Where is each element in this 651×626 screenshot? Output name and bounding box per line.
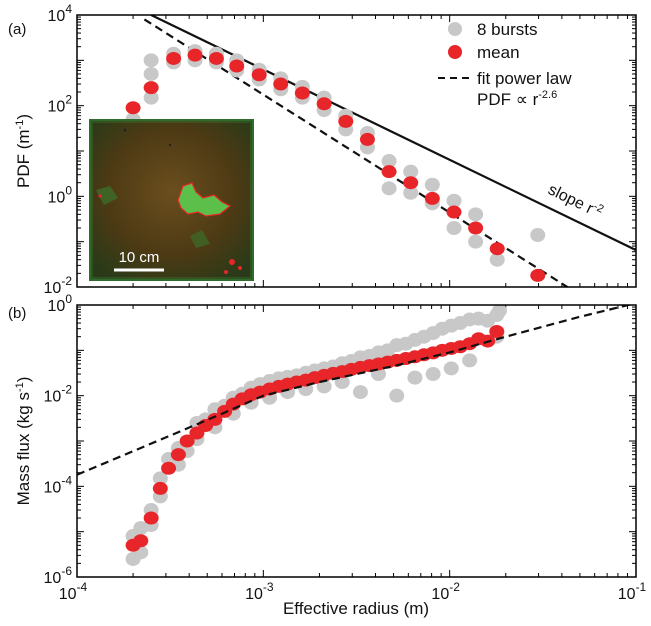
panel-a-y-tick-label: 10-2 [44,274,73,297]
panel-a-mean-point [468,221,484,235]
panel-a-mean-point [294,86,310,100]
panel-a-mean-point [446,205,462,219]
panel-b-burst-point [491,305,507,318]
slope-annotation: slope r-2 [545,180,605,222]
panel-b-mean-point [133,534,149,548]
panel-b-y-tick-label: 10-6 [44,564,73,587]
panel-b-x-tick-label: 10-1 [618,580,647,603]
panel-a-burst-point [468,234,484,249]
panel-a-slope-line [150,15,636,252]
panel-b-burst-point [425,367,441,382]
panel-b-mean-point [143,511,159,525]
panel-a-mean-point [251,68,267,82]
legend-label-mean: mean [477,43,520,62]
legend-label-fit: fit power law [477,69,572,88]
panel-b-ylabel: Mass flux (kg s-1) [14,377,33,506]
panel-a-mean-point [338,114,354,128]
panel-a-fit-line [143,18,570,287]
panel-a-y-tick-label: 104 [48,2,73,25]
panel-a-mean-point [166,51,182,65]
panel-a-mean-point [403,176,419,190]
panel-b-burst-point [407,370,423,385]
panel-a-burst-point [489,252,505,267]
panel-b-x-tick-label: 10-4 [59,580,88,603]
panel-a-burst-point [143,53,159,68]
panel-a-legend: 8 bursts mean fit power law PDF ∝ r-2.6 [438,20,572,109]
inset-scale-label: 10 cm [119,249,160,266]
panel-a-burst-point [381,181,397,196]
legend-marker-bursts [448,22,462,36]
panel-a-mean-point [273,77,289,91]
legend-label-bursts: 8 bursts [477,20,537,39]
panel-a-burst-point [381,154,397,169]
panel-a-lines [143,15,636,287]
panel-a-mean-point [424,191,440,205]
legend-fit-formula: PDF ∝ r-2.6 [477,89,557,109]
panel-b-burst-point [389,388,405,403]
panel-a-mean-point [359,132,375,146]
panel-a-burst-point [424,177,440,192]
panel-a-mean-point [489,242,505,256]
panel-b-x-tick-label: 10-2 [431,580,460,603]
panel-a-mean-point [187,48,203,62]
panel-a-burst-point [403,164,419,179]
panel-a-frame [76,14,637,288]
panel-b-burst-point [352,385,368,400]
panel-a-burst-point [143,66,159,81]
legend-marker-mean [448,45,462,59]
panel-a-burst-point [446,221,462,236]
panel-a-mean-point [530,268,546,282]
panel-b-mean-point [207,412,223,426]
panel-b-y-tick-label: 100 [48,292,73,315]
panel-b-y-tick-label: 10-4 [44,473,73,496]
panel-b-mean-point [170,448,186,462]
panel-b-mean-point [489,325,505,339]
panel-b-burst-point [443,361,459,376]
panel-b-mean-points [125,325,505,552]
panel-b-x-tick-label: 10-3 [245,580,274,603]
panel-a-mean-point [143,81,159,95]
panel-b-burst-point [152,471,168,486]
panel-b-mean-point [152,481,168,495]
panel-a-ylabel: PDF (m-1) [14,114,33,188]
panel-a-mean-point [125,101,141,115]
panel-b-burst-point [462,353,478,368]
panel-a-mean-points [125,48,546,282]
panel-a-mean-point [316,97,332,111]
panel-a-tag: (a) [8,21,26,38]
panel-b-frame [76,304,637,578]
panel-a-burst-point [446,193,462,208]
panel-b-mean-point [179,434,195,448]
panel-a-y-tick-label: 100 [48,183,73,206]
panel-b-xlabel: Effective radius (m) [283,599,429,618]
panel-a-burst-point [530,228,546,243]
inset-photo: 10 cm [89,119,254,281]
panel-b-tag: (b) [8,305,26,322]
panel-a-ticks: 10-2 100 102 104 [44,2,636,297]
panel-b-y-tick-label: 10-2 [44,383,73,406]
panel-a-y-tick-label: 102 [48,93,73,116]
inset-burst-shape [177,182,232,217]
panel-b-mean-point [161,461,177,475]
panel-a-burst-point [403,185,419,200]
panel-a-mean-point [208,51,224,65]
panel-a-burst-point [468,207,484,222]
panel-a-mean-point [229,59,245,73]
panel-a-mean-point [381,165,397,179]
panel-a-burst-point [143,90,159,105]
